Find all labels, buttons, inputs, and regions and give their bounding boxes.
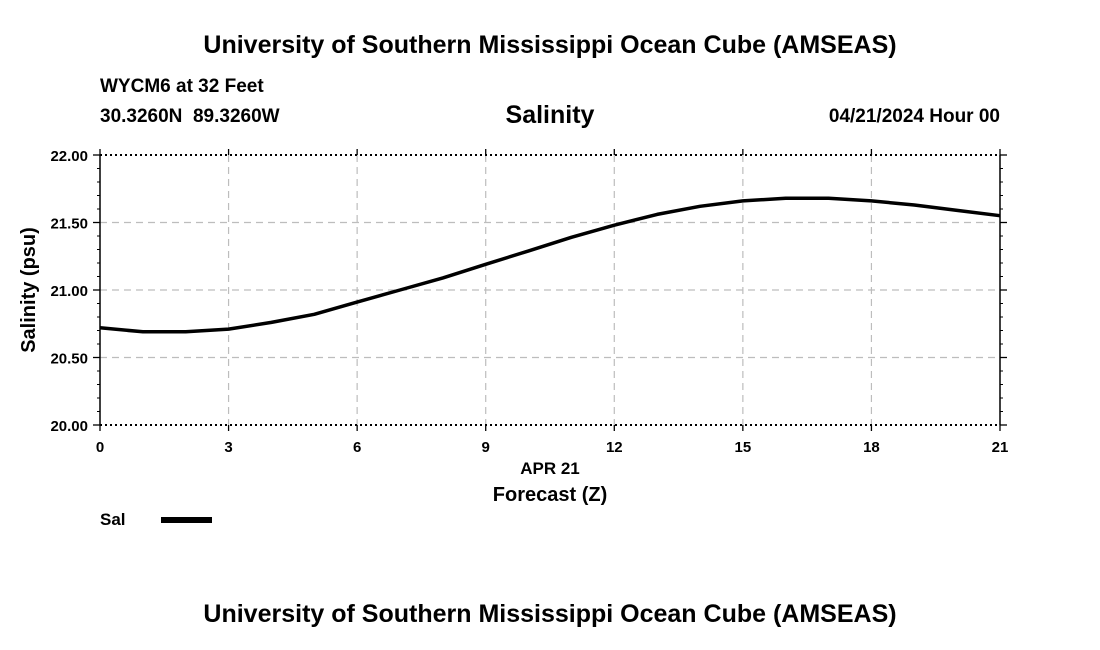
footer-title: University of Southern Mississippi Ocean… <box>203 600 897 628</box>
x-tick-label: 15 <box>735 439 752 456</box>
x-tick-label: 18 <box>863 439 880 456</box>
legend-label: Sal <box>100 510 126 529</box>
x-tick-label: 9 <box>482 439 490 456</box>
x-axis-label: Forecast (Z) <box>493 484 607 506</box>
x-tick-label: 21 <box>992 439 1009 456</box>
x-tick-label: 0 <box>96 439 104 456</box>
y-tick-label: 20.00 <box>50 418 88 435</box>
station-label: WYCM6 at 32 Feet <box>100 76 264 97</box>
chart-title: Salinity <box>505 101 595 129</box>
x-tick-label: 6 <box>353 439 361 456</box>
y-tick-label: 20.50 <box>50 351 88 368</box>
datetime-label: 04/21/2024 Hour 00 <box>828 106 1000 127</box>
report-title: University of Southern Mississippi Ocean… <box>203 31 897 59</box>
x-axis-sublabel: APR 21 <box>520 459 580 478</box>
y-tick-label: 21.50 <box>50 216 88 233</box>
y-tick-label: 21.00 <box>50 283 88 300</box>
legend-swatch <box>161 517 212 523</box>
y-axis-label: Salinity (psu) <box>18 227 40 353</box>
coordinates-label: 30.3260N 89.3260W <box>100 106 280 127</box>
x-tick-label: 3 <box>224 439 232 456</box>
y-tick-label: 22.00 <box>50 148 88 165</box>
series-line-sal <box>99 196 1001 334</box>
x-tick-label: 12 <box>606 439 623 456</box>
